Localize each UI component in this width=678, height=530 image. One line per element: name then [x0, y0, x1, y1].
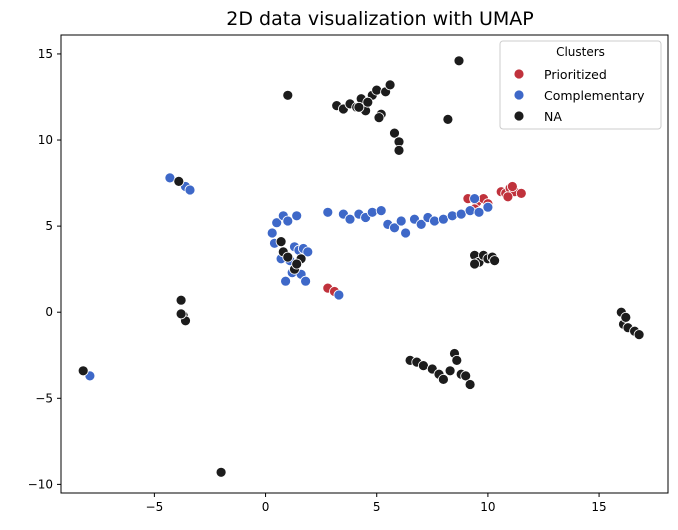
point-complementary-39	[464, 205, 476, 217]
point-na-18	[384, 79, 396, 91]
point-na-39	[469, 258, 481, 270]
point-complementary-10	[291, 210, 303, 222]
y-tick-label: 15	[38, 47, 53, 61]
point-complementary-19	[300, 275, 312, 287]
y-tick-label: −10	[28, 477, 53, 491]
x-tick-label: −5	[146, 500, 164, 514]
point-complementary-5	[271, 217, 283, 229]
point-complementary-41	[482, 201, 494, 213]
point-na-24	[393, 144, 405, 156]
point-complementary-21	[322, 206, 334, 218]
x-tick-label: 0	[262, 500, 270, 514]
point-complementary-26	[366, 206, 378, 218]
point-na-48	[451, 354, 463, 366]
point-prioritized-12	[502, 191, 514, 203]
legend-marker-complementary	[513, 89, 525, 101]
point-na-32	[291, 258, 303, 270]
y-tick-label: 0	[45, 305, 53, 319]
point-na-27	[275, 236, 287, 248]
y-tick-label: 10	[38, 133, 53, 147]
point-na-45	[437, 373, 449, 385]
point-complementary-2	[184, 184, 196, 196]
point-complementary-15	[302, 246, 314, 258]
point-na-38	[489, 255, 501, 267]
point-na-51	[464, 379, 476, 390]
point-na-21	[373, 112, 385, 123]
point-na-56	[633, 329, 645, 341]
point-na-2	[175, 294, 187, 306]
point-na-57	[620, 311, 632, 323]
point-complementary-9	[282, 215, 294, 227]
point-na-22	[389, 127, 400, 139]
point-na-20	[362, 96, 374, 108]
legend: Clusters Prioritized Complementary NA	[499, 40, 662, 130]
point-na-6	[215, 466, 227, 478]
point-complementary-23	[344, 213, 356, 225]
point-na-29	[282, 251, 294, 263]
y-tick-label: −5	[35, 391, 53, 405]
legend-marker-na	[513, 110, 525, 122]
point-complementary-31	[400, 227, 412, 239]
point-complementary-27	[375, 205, 387, 217]
legend-label-prioritized: Prioritized	[544, 67, 607, 82]
point-complementary-20	[333, 289, 345, 301]
point-na-19	[353, 101, 365, 113]
point-prioritized-11	[515, 187, 527, 199]
point-complementary-42	[469, 193, 481, 205]
point-prioritized-13	[507, 181, 518, 192]
point-complementary-4	[266, 227, 278, 239]
point-na-0	[77, 365, 89, 377]
point-complementary-30	[395, 215, 407, 227]
point-na-1	[173, 175, 185, 187]
point-na-42	[417, 360, 429, 372]
point-complementary-0	[164, 172, 176, 184]
legend-label-na: NA	[544, 109, 562, 124]
point-na-25	[453, 55, 465, 67]
y-tick-label: 5	[45, 219, 53, 233]
point-complementary-36	[437, 213, 449, 225]
x-tick-label: 10	[480, 500, 495, 514]
point-na-46	[444, 365, 456, 377]
axes: −5 0 5 10 15 −10 −5 0 5 10 15	[28, 34, 669, 514]
point-complementary-40	[473, 206, 485, 218]
legend-title: Clusters	[556, 45, 605, 59]
point-complementary-29	[389, 222, 400, 234]
x-tick-label: 5	[373, 500, 381, 514]
legend-label-complementary: Complementary	[544, 88, 645, 103]
point-na-26	[442, 114, 454, 125]
x-tick-label: 15	[591, 500, 606, 514]
chart-title: 2D data visualization with UMAP	[226, 8, 533, 30]
point-complementary-33	[415, 218, 427, 230]
point-complementary-18	[280, 275, 292, 287]
plot-frame	[60, 34, 669, 494]
point-na-7	[282, 89, 294, 101]
point-na-15	[371, 84, 383, 96]
legend-box	[499, 40, 662, 130]
point-na-5	[175, 308, 187, 320]
point-complementary-37	[446, 210, 458, 222]
plot-area	[77, 55, 645, 478]
point-na-50	[460, 370, 472, 382]
legend-marker-prioritized	[513, 68, 525, 80]
point-complementary-35	[429, 215, 440, 227]
